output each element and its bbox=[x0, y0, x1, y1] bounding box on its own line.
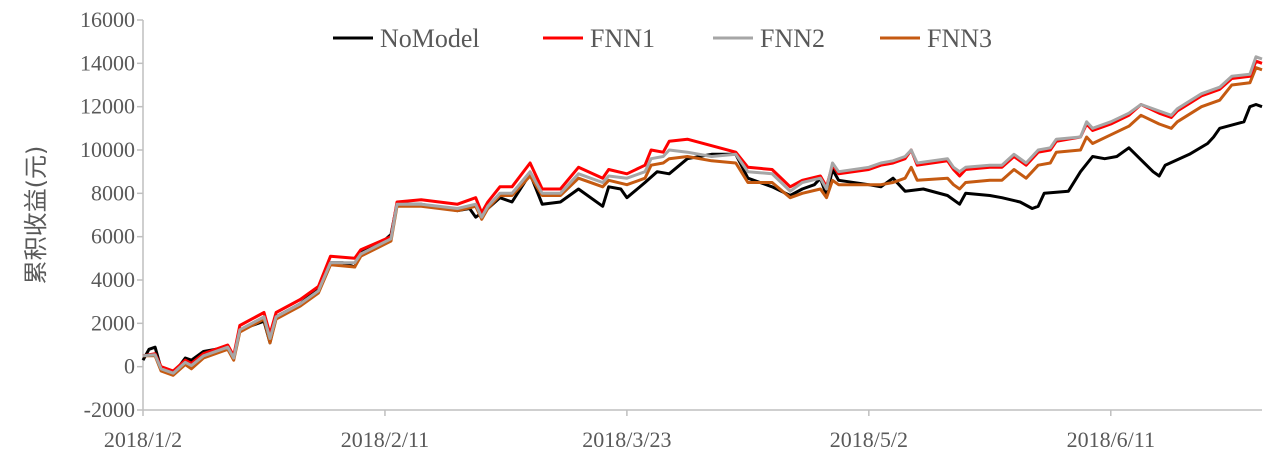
y-tick-label: 16000 bbox=[80, 7, 135, 32]
x-tick-label: 2018/6/11 bbox=[1067, 427, 1155, 452]
legend: NoModel FNN1 FNN2 FNN3 bbox=[333, 24, 992, 53]
x-tick-label: 2018/5/2 bbox=[830, 427, 908, 452]
legend-label-fnn2: FNN2 bbox=[760, 24, 825, 53]
y-tick-label: 14000 bbox=[80, 50, 135, 75]
x-tick-label: 2018/1/2 bbox=[104, 427, 182, 452]
x-tick-label: 2018/3/23 bbox=[582, 427, 671, 452]
y-tick-label: -2000 bbox=[84, 397, 135, 422]
y-tick-label: 6000 bbox=[91, 224, 135, 249]
legend-label-fnn3: FNN3 bbox=[927, 24, 992, 53]
y-tick-label: 0 bbox=[124, 354, 135, 379]
series-line-fnn3 bbox=[143, 66, 1263, 377]
series-group bbox=[141, 55, 1263, 377]
x-tick-label: 2018/2/11 bbox=[341, 427, 429, 452]
series-line-nomodel bbox=[141, 103, 1263, 376]
y-tick-label: 8000 bbox=[91, 180, 135, 205]
y-tick-label: 10000 bbox=[80, 137, 135, 162]
axes: -2000 0 2000 4000 6000 8000 10000 12000 14000 160… bbox=[80, 7, 1262, 452]
y-tick-label: 12000 bbox=[80, 94, 135, 119]
series-line-fnn1 bbox=[142, 59, 1263, 373]
y-axis-label: 累积收益(元) bbox=[22, 146, 50, 285]
legend-label-fnn1: FNN1 bbox=[590, 24, 655, 53]
legend-label-nomodel: NoModel bbox=[380, 24, 480, 53]
y-tick-label: 4000 bbox=[91, 267, 135, 292]
y-tick-label: 2000 bbox=[91, 310, 135, 335]
series-line-fnn2 bbox=[142, 55, 1263, 375]
